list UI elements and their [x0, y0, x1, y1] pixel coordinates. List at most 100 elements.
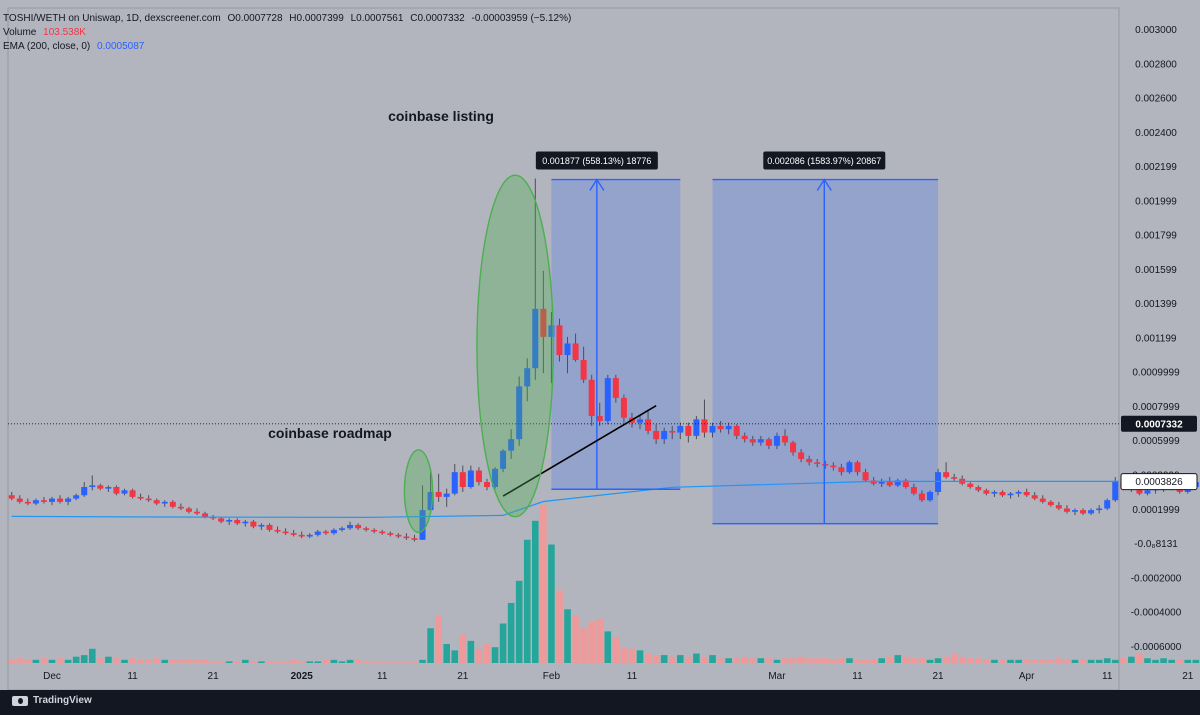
- volume-bar: [781, 658, 789, 663]
- measure-zone[interactable]: [712, 179, 939, 524]
- legend-row-symbol: TOSHI/WETH on Uniswap, 1D, dexscreener.c…: [3, 13, 571, 24]
- candle-body: [564, 343, 571, 356]
- candle-body: [830, 465, 837, 468]
- volume-bar: [467, 640, 475, 663]
- candle-body: [926, 491, 933, 501]
- candle-body: [733, 425, 740, 436]
- candle-body: [782, 435, 789, 443]
- candle-body: [540, 308, 547, 337]
- time-tick-label: 11: [127, 671, 138, 682]
- candle-body: [991, 491, 998, 494]
- volume-bar: [88, 648, 96, 663]
- candle-body: [459, 472, 466, 488]
- volume-bar: [1039, 659, 1047, 663]
- candle-body: [612, 378, 619, 398]
- volume-bar: [32, 659, 40, 663]
- volume-bar: [1176, 659, 1183, 663]
- candle-body: [975, 487, 982, 491]
- legend-high-value: 0.0007399: [296, 13, 344, 24]
- volume-bar: [532, 520, 539, 663]
- candle-body: [548, 325, 555, 337]
- volume-bar: [274, 661, 281, 663]
- candle-body: [153, 500, 160, 504]
- volume-bar: [725, 658, 732, 663]
- volume-bar: [540, 505, 547, 663]
- volume-bar: [612, 637, 620, 663]
- volume-bar: [999, 659, 1006, 663]
- candle-body: [65, 498, 72, 502]
- measure-zone[interactable]: [551, 179, 681, 490]
- candle-body: [693, 419, 700, 436]
- candle-body: [290, 533, 297, 535]
- volume-bar: [491, 647, 499, 663]
- volume-bar: [72, 656, 80, 663]
- highlight-oval[interactable]: [403, 449, 434, 534]
- volume-bar: [515, 580, 523, 663]
- volume-bar: [821, 658, 829, 663]
- volume-bar: [1031, 659, 1039, 663]
- volume-bar: [113, 658, 120, 663]
- trendline[interactable]: [502, 404, 657, 497]
- candle-body: [637, 419, 644, 423]
- candle-body: [105, 487, 112, 489]
- legend-change: -0.00003959 (−5.12%): [471, 13, 572, 24]
- volume-bar: [290, 659, 297, 663]
- volume-bar: [435, 615, 442, 663]
- time-axis: Dec 11 21 2025 11 21 Feb 11 Mar 11 21 Apr 11 21: [43, 671, 1194, 682]
- candle-body: [113, 487, 120, 494]
- volume-bar: [1168, 659, 1175, 663]
- volume-bar: [870, 659, 877, 663]
- tradingview-logo[interactable]: TradingView: [12, 695, 92, 706]
- candle-body: [500, 450, 507, 469]
- candle-body: [701, 419, 708, 433]
- volume-bar: [1015, 659, 1022, 663]
- legend-close-label: C: [410, 13, 418, 24]
- candle-body: [741, 435, 748, 440]
- candle-body: [814, 462, 821, 464]
- volume-bar: [177, 659, 185, 663]
- time-tick-label: Dec: [43, 671, 61, 682]
- candle-body: [306, 534, 313, 537]
- highlight-oval[interactable]: [476, 174, 555, 518]
- candle-body: [854, 462, 861, 473]
- volume-bar: [129, 658, 136, 663]
- candle-body: [258, 524, 265, 527]
- volume-bar: [983, 659, 990, 663]
- volume-bar: [24, 659, 32, 663]
- volume-bar: [403, 661, 410, 663]
- candle-body: [363, 528, 370, 530]
- volume-bar: [580, 628, 587, 663]
- candle-body: [24, 501, 31, 504]
- price-chart[interactable]: 0.001877 (558.13%) 18776 0.002086 (1583.9…: [0, 0, 1200, 690]
- annotation-coinbase-roadmap[interactable]: coinbase roadmap: [268, 425, 392, 441]
- volume-bar: [242, 659, 249, 663]
- legend-high-label: H: [289, 13, 297, 24]
- highlight-ovals: [403, 174, 555, 534]
- price-tick-label: -0.0002000: [1131, 573, 1182, 584]
- time-tick-label: 21: [208, 671, 220, 682]
- candle-body: [902, 480, 909, 488]
- time-tick-label: 11: [627, 671, 638, 682]
- candle-body: [749, 439, 756, 443]
- measure-arrows: 0.001877 (558.13%) 18776 0.002086 (1583.9…: [535, 151, 939, 525]
- price-tick-label: 0.001199: [1136, 333, 1177, 344]
- annotation-coinbase-listing[interactable]: coinbase listing: [388, 108, 494, 124]
- candle-body: [935, 472, 942, 492]
- candle-body: [1071, 510, 1078, 512]
- candle-body: [1080, 510, 1087, 514]
- candle-body: [475, 470, 482, 483]
- volume-bars: [8, 505, 1200, 663]
- volume-bar: [387, 661, 394, 663]
- candle-body: [532, 308, 539, 369]
- candle-body: [620, 397, 627, 418]
- volume-bar: [370, 661, 378, 663]
- price-tick-label: 0.002800: [1135, 59, 1177, 70]
- volume-bar: [1063, 659, 1071, 663]
- candle-body: [443, 493, 450, 497]
- volume-bar: [40, 658, 48, 663]
- volume-bar: [258, 661, 265, 663]
- candle-body: [870, 480, 877, 484]
- volume-bar: [773, 659, 781, 663]
- candle-body: [32, 500, 39, 504]
- candle-body: [653, 430, 660, 440]
